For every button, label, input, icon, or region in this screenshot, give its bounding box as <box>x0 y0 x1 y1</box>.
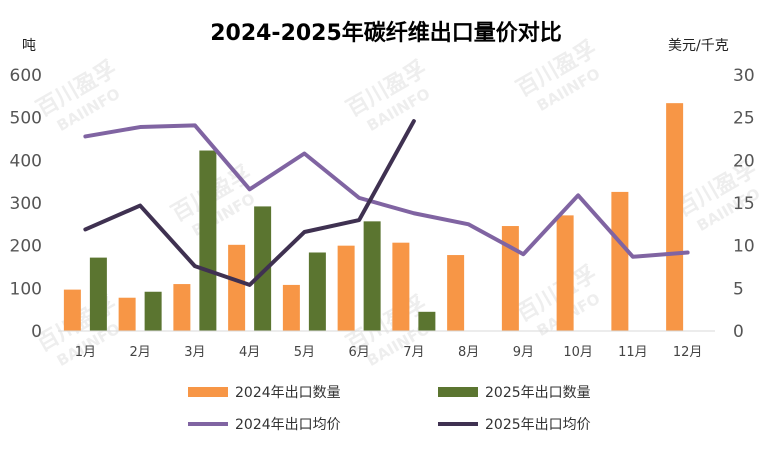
x-tick-label: 6月 <box>348 345 369 360</box>
bar <box>666 103 684 331</box>
y2-tick-label: 25 <box>733 109 755 129</box>
bar <box>392 242 410 331</box>
bar <box>308 252 326 331</box>
bar <box>447 255 465 331</box>
y2-tick-label: 10 <box>733 237 755 257</box>
legend-label: 2024年出口数量 <box>235 385 341 401</box>
y-axis-unit: 吨 <box>22 38 36 54</box>
y-tick-label: 300 <box>10 194 42 214</box>
lines <box>83 119 690 287</box>
x-tick-label: 12月 <box>673 345 703 360</box>
x-tick-label: 10月 <box>563 345 593 360</box>
bars <box>63 103 684 331</box>
y-tick-label: 400 <box>10 151 42 171</box>
x-tick-label: 5月 <box>294 345 315 360</box>
y2-tick-label: 30 <box>733 66 755 86</box>
bar <box>89 257 107 331</box>
legend-label: 2025年出口均价 <box>485 417 591 433</box>
y2-axis-ticks: 0 5 10 15 20 25 30 <box>733 66 755 342</box>
x-tick-label: 2月 <box>129 345 150 360</box>
y-tick-label: 600 <box>10 66 42 86</box>
legend: 2024年出口数量 2025年出口数量 2024年出口均价 2025年出口均价 <box>188 385 591 433</box>
legend-label: 2025年出口数量 <box>485 385 591 401</box>
bar <box>556 215 574 331</box>
x-tick-label: 1月 <box>75 345 96 360</box>
bar <box>63 289 81 331</box>
bar <box>418 311 436 331</box>
bar <box>501 226 519 331</box>
x-tick-label: 3月 <box>184 345 205 360</box>
y2-tick-label: 0 <box>733 322 744 342</box>
y2-axis-unit: 美元/千克 <box>668 38 729 54</box>
x-tick-label: 11月 <box>618 345 648 360</box>
y-tick-label: 500 <box>10 109 42 129</box>
y-tick-label: 100 <box>10 279 42 299</box>
bar <box>254 206 272 331</box>
bar <box>173 284 191 331</box>
x-tick-label: 4月 <box>239 345 260 360</box>
y2-tick-label: 5 <box>733 279 744 299</box>
bar <box>337 245 355 331</box>
y2-tick-label: 15 <box>733 194 755 214</box>
legend-swatch <box>188 387 228 397</box>
bar <box>282 284 300 331</box>
series-line <box>83 119 416 287</box>
y-axis-ticks: 0 100 200 300 400 500 600 <box>10 66 42 342</box>
y2-tick-label: 20 <box>733 151 755 171</box>
x-tick-label: 8月 <box>458 345 479 360</box>
x-tick-label: 9月 <box>513 345 534 360</box>
series-line <box>83 123 690 259</box>
x-axis-ticks: 1月 2月 3月 4月 5月 6月 7月 8月 9月 10月 11月 12月 <box>75 345 703 360</box>
legend-label: 2024年出口均价 <box>235 417 341 433</box>
y-tick-label: 200 <box>10 237 42 257</box>
y-tick-label: 0 <box>31 322 42 342</box>
legend-swatch <box>438 387 478 397</box>
bar <box>363 221 381 331</box>
bar <box>611 191 629 331</box>
x-tick-label: 7月 <box>403 345 424 360</box>
bar <box>144 291 162 331</box>
bar <box>118 297 136 331</box>
bar <box>199 150 217 331</box>
chart-title: 2024-2025年碳纤维出口量价对比 <box>210 20 562 46</box>
bar <box>228 244 246 331</box>
